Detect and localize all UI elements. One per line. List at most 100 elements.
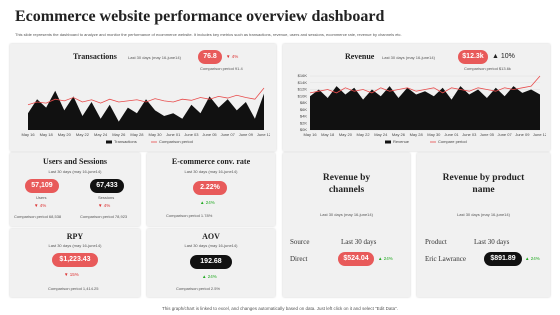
y-tick-label: $16K bbox=[298, 73, 308, 78]
table-header: Source bbox=[290, 238, 310, 246]
period: Last 30 days (may 16-june14) bbox=[184, 243, 238, 248]
change: ▲ 24% bbox=[378, 256, 393, 261]
legend-label: Comparison period bbox=[159, 139, 193, 144]
x-tick-label: June 03 bbox=[184, 132, 199, 137]
panel bbox=[283, 153, 410, 297]
x-tick-label: June 07 bbox=[221, 132, 236, 137]
legend-label: Compare period bbox=[438, 139, 467, 144]
x-tick-label: June 05 bbox=[202, 132, 217, 137]
panel bbox=[417, 153, 550, 297]
comparison: Comparison period 91.4 bbox=[200, 66, 243, 71]
badge: $524.04 bbox=[338, 252, 374, 266]
x-tick-label: June 03 bbox=[462, 132, 477, 137]
change: ▲ 24% bbox=[202, 274, 217, 279]
change: ▼ 4% bbox=[226, 54, 239, 59]
x-tick-label: May 28 bbox=[130, 132, 144, 137]
panel-title: RPY bbox=[66, 232, 84, 241]
panel-title: Users and Sessions bbox=[42, 157, 107, 166]
panel-title: AOV bbox=[202, 232, 220, 241]
change: ▲ 10% bbox=[492, 53, 515, 60]
legend-swatch bbox=[106, 140, 112, 144]
y-tick-label: $0K bbox=[300, 127, 307, 132]
x-tick-label: June 01 bbox=[444, 132, 459, 137]
x-tick-label: May 30 bbox=[149, 132, 163, 137]
y-tick-label: $12K bbox=[298, 87, 308, 92]
x-tick-label: June 12 bbox=[533, 132, 546, 137]
badge: 76.8 bbox=[198, 50, 222, 64]
area bbox=[310, 86, 540, 130]
badge: 67,433 bbox=[90, 179, 124, 193]
x-tick-label: May 18 bbox=[321, 132, 335, 137]
x-tick-label: June 12 bbox=[257, 132, 270, 137]
x-tick-label: June 01 bbox=[166, 132, 181, 137]
change: ▼ 15% bbox=[64, 272, 79, 277]
x-tick-label: June 07 bbox=[497, 132, 512, 137]
badge: $891.89 bbox=[484, 252, 522, 266]
x-tick-label: May 20 bbox=[58, 132, 72, 137]
x-tick-label: May 24 bbox=[94, 132, 108, 137]
change: ▼ 4% bbox=[98, 203, 111, 208]
panel-title: E-commerce conv. rate bbox=[171, 157, 251, 166]
comparison: Comparison period 1,414.25 bbox=[48, 286, 99, 291]
footer: This graph/chart is linked to excel, and… bbox=[161, 306, 399, 311]
change: ▲ 24% bbox=[200, 200, 215, 205]
row-label: Eric Lawrance bbox=[425, 255, 466, 263]
x-tick-label: May 20 bbox=[339, 132, 353, 137]
badge: $12.3k bbox=[458, 50, 488, 64]
y-tick-label: $14K bbox=[298, 80, 308, 85]
label: Sessions bbox=[98, 195, 115, 200]
period: Last 30 days (may 16-june14) bbox=[48, 243, 102, 248]
badge: $1,223.43 bbox=[52, 253, 98, 267]
badge: 2.22% bbox=[193, 181, 227, 195]
x-tick-label: May 24 bbox=[374, 132, 388, 137]
x-tick-label: May 18 bbox=[40, 132, 54, 137]
x-tick-label: June 09 bbox=[515, 132, 530, 137]
y-tick-label: $10K bbox=[298, 93, 308, 98]
table-header: Last 30 days bbox=[341, 238, 377, 246]
line bbox=[309, 75, 541, 94]
subtitle: This slide represents the dashboard to a… bbox=[15, 32, 402, 37]
chart: May 16 May 18 May 20 May 22 May 24 May 26 May … bbox=[21, 87, 270, 144]
x-tick-label: May 22 bbox=[76, 132, 90, 137]
legend-label: Revenue bbox=[393, 139, 410, 144]
x-tick-label: May 30 bbox=[427, 132, 441, 137]
y-tick-label: $4K bbox=[300, 114, 307, 119]
comparison: Comparison period 78,923 bbox=[80, 214, 128, 219]
legend-swatch bbox=[385, 140, 391, 144]
period: Last 30 days (may 16-june14) bbox=[382, 55, 435, 60]
table-header: Last 30 days bbox=[474, 238, 510, 246]
period: Last 30 days (may 16-june14) bbox=[457, 212, 510, 217]
x-tick-label: May 16 bbox=[303, 132, 317, 137]
period: Last 30 days (may 16-june14) bbox=[184, 169, 238, 174]
panel-title: Revenue by product name bbox=[442, 173, 525, 195]
y-tick-label: $2K bbox=[300, 120, 307, 125]
badge: 57,109 bbox=[25, 179, 59, 193]
label: Users bbox=[36, 195, 47, 200]
period: Last 30 days (may 16-june14) bbox=[320, 212, 373, 217]
title: Ecommerce website performance overview d… bbox=[15, 8, 385, 25]
panel-title: Transactions bbox=[73, 52, 117, 61]
period: Last 30 days (may 16-june14) bbox=[48, 169, 102, 174]
x-tick-label: May 26 bbox=[112, 132, 126, 137]
comparison: Comparison period 1.78% bbox=[166, 213, 213, 218]
line bbox=[27, 87, 265, 106]
x-tick-label: May 28 bbox=[410, 132, 424, 137]
legend-label: Transactions bbox=[114, 139, 137, 144]
y-tick-label: $6K bbox=[300, 107, 307, 112]
panel-title: Revenue by channels bbox=[322, 173, 371, 195]
y-tick-label: $8K bbox=[300, 100, 307, 105]
comparison: Comparison period $13.6k bbox=[464, 66, 511, 71]
change: ▼ 4% bbox=[34, 203, 47, 208]
area bbox=[28, 90, 264, 130]
badge: 192.68 bbox=[190, 255, 232, 269]
table-header: Product bbox=[425, 238, 447, 246]
x-tick-label: May 26 bbox=[392, 132, 406, 137]
panel-title: Revenue bbox=[345, 52, 375, 61]
x-tick-label: June 05 bbox=[480, 132, 495, 137]
period: Last 30 days (may 16-june14) bbox=[128, 55, 181, 60]
x-tick-label: May 16 bbox=[21, 132, 35, 137]
chart: $0K $2K$4K $6K $8K $10K$12K $14K $16K May 16 May… bbox=[298, 73, 546, 144]
comparison: Comparison period 68,538 bbox=[14, 214, 62, 219]
comparison: Comparison period 2.5% bbox=[176, 286, 221, 291]
